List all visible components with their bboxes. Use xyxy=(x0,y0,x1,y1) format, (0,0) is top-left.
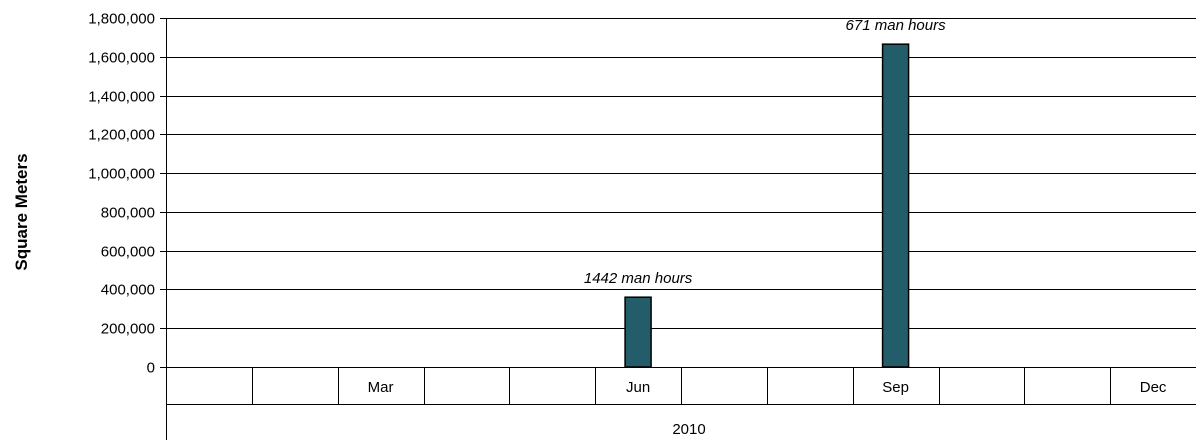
bar-jun xyxy=(624,296,652,368)
y-tick-label: 1,600,000 xyxy=(88,50,155,67)
data-label-sep: 671 man hours xyxy=(846,17,947,34)
y-tick-label: 800,000 xyxy=(101,205,155,222)
y-tick-label: 400,000 xyxy=(101,282,155,299)
gridlines xyxy=(166,18,1196,329)
data-labels: 1442 man hours 671 man hours xyxy=(584,17,946,287)
y-tick-labels: 0 200,000 400,000 600,000 800,000 1,000,000 1,… xyxy=(88,11,155,377)
bar-sep xyxy=(881,43,910,368)
x-tick-label-mar: Mar xyxy=(368,379,394,396)
y-tick-label: 600,000 xyxy=(101,244,155,261)
y-axis-label: Square Meters xyxy=(12,153,31,270)
x-tick-label-jun: Jun xyxy=(626,379,650,396)
x-tick-label-dec: Dec xyxy=(1140,379,1167,396)
y-tick-label: 1,200,000 xyxy=(88,127,155,144)
data-label-jun: 1442 man hours xyxy=(584,270,693,287)
x-tick-labels: Mar Jun Sep Dec xyxy=(368,379,1167,396)
y-tick-label: 1,800,000 xyxy=(88,11,155,28)
bars xyxy=(624,43,910,368)
axes xyxy=(160,18,1196,440)
y-tick-label: 200,000 xyxy=(101,321,155,338)
x-year-label: 2010 xyxy=(672,421,705,438)
y-tick-label: 0 xyxy=(147,360,155,377)
y-tick-label: 1,400,000 xyxy=(88,89,155,106)
y-tick-label: 1,000,000 xyxy=(88,166,155,183)
x-tick-label-sep: Sep xyxy=(882,379,909,396)
